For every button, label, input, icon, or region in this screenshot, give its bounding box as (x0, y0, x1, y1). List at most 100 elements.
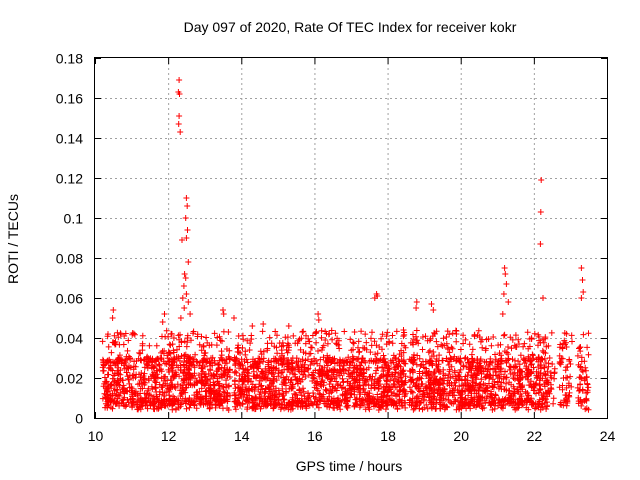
data-point (111, 332, 118, 339)
data-point (521, 340, 528, 347)
data-point (460, 332, 467, 339)
data-point (505, 299, 512, 305)
data-point (284, 349, 291, 356)
data-point (578, 265, 585, 271)
data-point (167, 350, 174, 357)
data-point (306, 350, 313, 357)
data-point (344, 398, 351, 404)
data-point (574, 352, 581, 359)
data-point (349, 386, 356, 393)
data-point (173, 362, 180, 369)
data-point (249, 381, 256, 388)
data-point (425, 372, 432, 379)
data-point (186, 395, 193, 401)
data-point (264, 345, 271, 352)
data-point (214, 368, 221, 375)
data-point (175, 332, 182, 339)
data-point (262, 401, 269, 408)
data-point (295, 366, 302, 373)
data-point (382, 392, 388, 399)
data-point (179, 384, 186, 391)
data-point (166, 349, 173, 356)
data-point (246, 347, 253, 353)
data-point (166, 400, 173, 407)
data-point (353, 369, 360, 376)
data-point (279, 381, 286, 388)
data-point (299, 376, 306, 383)
data-point (296, 386, 303, 393)
data-point (323, 359, 330, 366)
data-point (469, 346, 476, 353)
data-point (537, 386, 544, 393)
data-point (509, 336, 516, 343)
data-point (528, 336, 535, 342)
data-point (368, 385, 375, 392)
data-point (123, 401, 130, 408)
data-point (372, 370, 379, 377)
data-point (550, 400, 557, 407)
data-point (144, 358, 151, 365)
data-point (303, 405, 310, 412)
data-point (108, 349, 115, 356)
y-tick-label: 0.06 (56, 291, 83, 307)
data-point (528, 398, 535, 405)
data-point (366, 406, 373, 413)
data-point (275, 360, 282, 367)
data-point (370, 400, 377, 406)
data-point (168, 362, 175, 369)
data-point (396, 383, 403, 390)
data-point (398, 374, 405, 381)
data-point (243, 397, 250, 404)
data-point (410, 331, 416, 338)
data-point (535, 400, 542, 407)
data-point (348, 391, 355, 398)
data-point (114, 360, 121, 367)
data-point (243, 389, 250, 395)
data-point (498, 379, 505, 386)
data-point (484, 371, 491, 378)
data-point (226, 374, 233, 380)
data-point (141, 370, 148, 377)
data-point (374, 396, 381, 403)
data-point (214, 334, 221, 341)
y-tick-label: 0.02 (56, 371, 83, 387)
y-tick-label: 0.16 (56, 91, 83, 107)
data-point (324, 352, 331, 359)
data-point (231, 381, 238, 388)
data-point (416, 368, 423, 375)
data-point (184, 227, 191, 233)
data-point (165, 333, 172, 340)
data-point (306, 338, 313, 345)
data-point (376, 403, 383, 410)
data-point (371, 338, 378, 345)
data-point (445, 346, 452, 353)
data-point (537, 241, 544, 247)
data-point (141, 381, 148, 388)
data-point (156, 391, 163, 398)
data-point (577, 348, 584, 355)
data-point (254, 404, 261, 410)
data-point (248, 378, 255, 385)
data-point (559, 355, 566, 362)
data-point (434, 365, 441, 372)
data-point (114, 395, 121, 402)
data-point (563, 330, 570, 337)
data-point (260, 321, 267, 327)
data-point (220, 307, 226, 313)
data-point (275, 367, 282, 374)
data-point (528, 378, 534, 385)
data-point (439, 403, 446, 410)
data-point (306, 402, 313, 409)
data-point (386, 384, 393, 391)
data-point (140, 356, 147, 363)
data-point (170, 373, 177, 380)
data-point (149, 399, 156, 406)
data-point (156, 367, 163, 374)
data-point (278, 356, 285, 363)
y-tick-label: 0.18 (56, 51, 83, 67)
data-point (248, 363, 255, 370)
data-point (363, 346, 370, 353)
data-point (289, 394, 296, 401)
data-point (406, 401, 413, 408)
data-point (531, 330, 538, 337)
